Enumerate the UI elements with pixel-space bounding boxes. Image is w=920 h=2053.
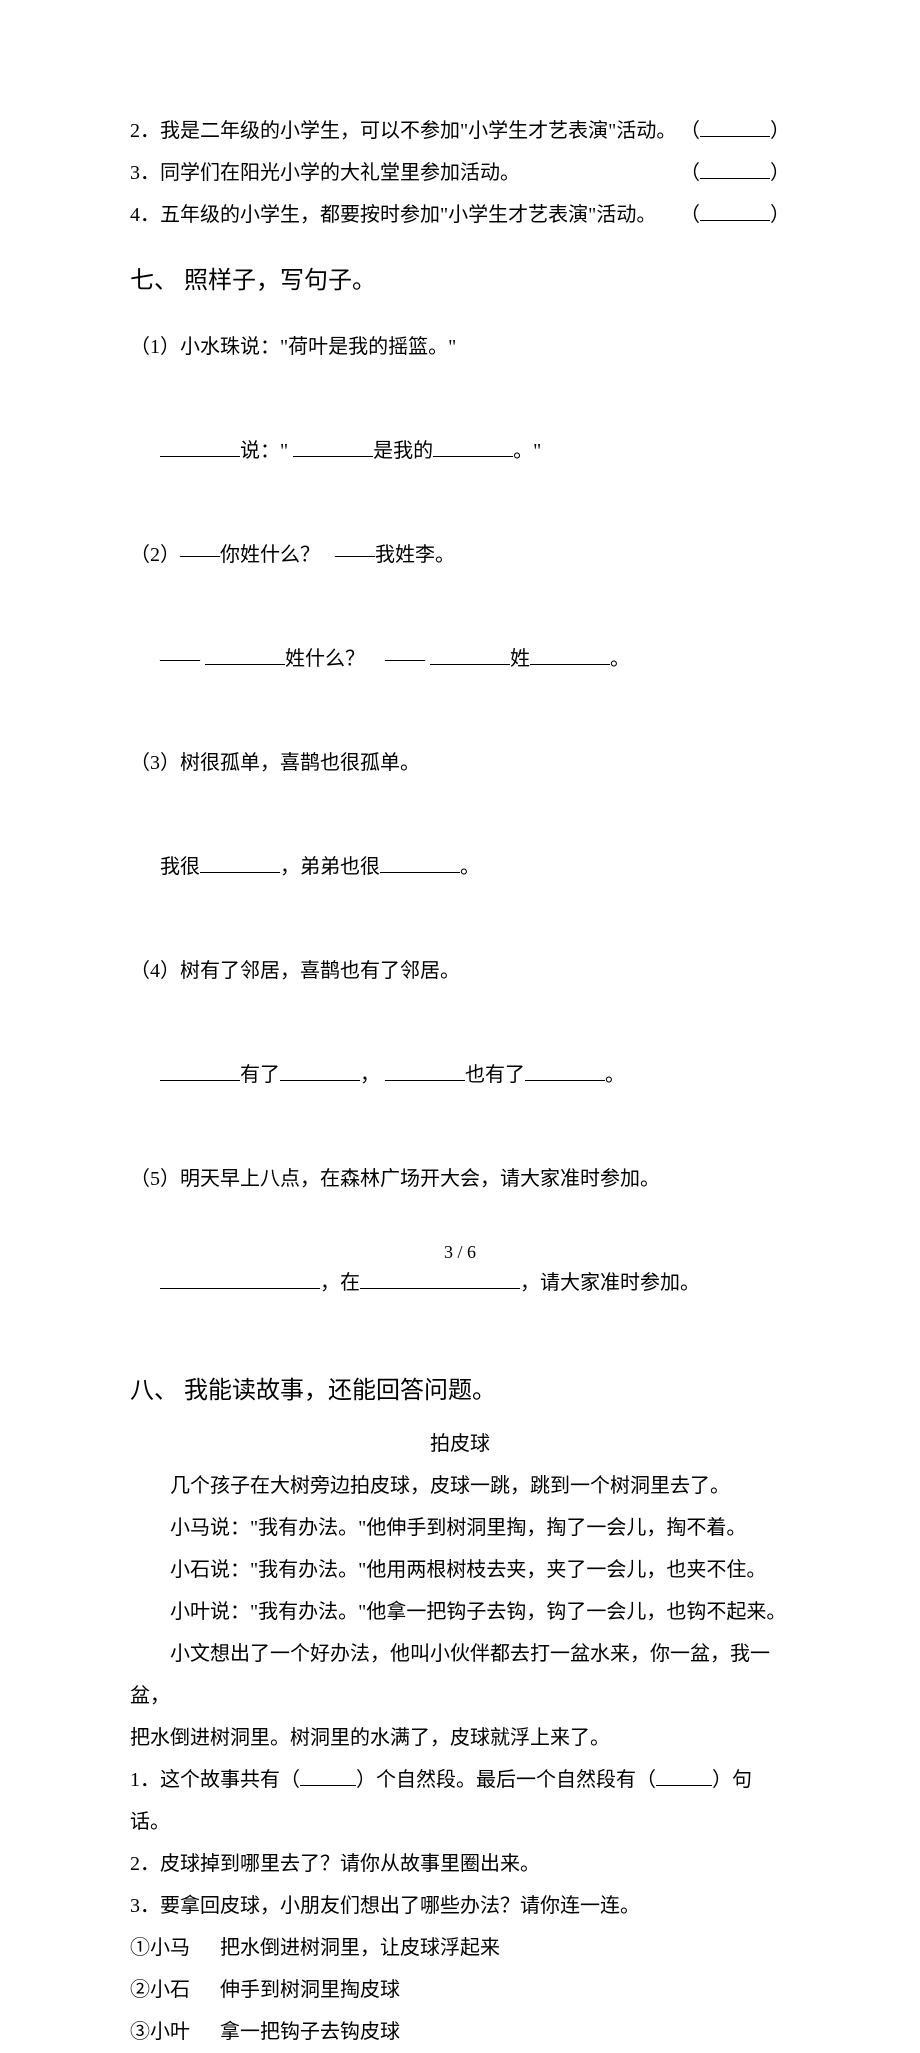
q7-item-2-answer: —— 姓什么？ —— 姓。	[130, 596, 790, 722]
answer-blank[interactable]	[293, 436, 373, 457]
answer-blank[interactable]	[700, 158, 770, 179]
document-page: 2．我是二年级的小学生，可以不参加"小学生才艺表演"活动。 （） 3．同学们在阳…	[0, 0, 920, 1302]
answer-blank[interactable]	[433, 436, 513, 457]
answer-blank[interactable]	[300, 1765, 356, 1786]
true-false-block: 2．我是二年级的小学生，可以不参加"小学生才艺表演"活动。 （） 3．同学们在阳…	[130, 110, 790, 236]
answer-blank[interactable]	[160, 436, 240, 457]
story-p2: 小马说："我有办法。"他伸手到树洞里掏，掏了一会儿，掏不着。	[130, 1507, 790, 1549]
tf-blank-paren: （）	[680, 194, 790, 236]
q7-item-2-model: （2）——你姓什么？ ——我姓李。	[130, 534, 790, 576]
q7-item-1-answer: 说：" 是我的。"	[130, 388, 790, 514]
story-title: 拍皮球	[130, 1423, 790, 1465]
answer-blank[interactable]	[700, 116, 770, 137]
page-number: 3 / 6	[0, 1234, 920, 1272]
match-name: ③小叶	[130, 2011, 220, 2053]
qa-3: 3．要拿回皮球，小朋友们想出了哪些办法？请你连一连。	[130, 1885, 790, 1927]
match-text: 拿一把钩子去钩皮球	[220, 2011, 400, 2053]
match-row-1: ①小马 把水倒进树洞里，让皮球浮起来	[130, 1927, 790, 1969]
story-body: 几个孩子在大树旁边拍皮球，皮球一跳，跳到一个树洞里去了。 小马说："我有办法。"…	[130, 1465, 790, 1759]
qa-2: 2．皮球掉到哪里去了？请你从故事里圈出来。	[130, 1843, 790, 1885]
match-name: ②小石	[130, 1969, 220, 2011]
answer-blank[interactable]	[430, 644, 510, 665]
section-8-title: 八、 我能读故事，还能回答问题。	[130, 1366, 790, 1416]
tf-text: 我是二年级的小学生，可以不参加"小学生才艺表演"活动。	[160, 120, 676, 142]
answer-blank[interactable]	[200, 852, 280, 873]
qa-block: 1．这个故事共有（）个自然段。最后一个自然段有（）句话。 2．皮球掉到哪里去了？…	[130, 1759, 790, 2053]
match-row-3: ③小叶 拿一把钩子去钩皮球	[130, 2011, 790, 2053]
answer-blank[interactable]	[385, 1060, 465, 1081]
match-text: 伸手到树洞里掏皮球	[220, 1969, 400, 2011]
answer-blank[interactable]	[380, 852, 460, 873]
answer-blank[interactable]	[160, 1060, 240, 1081]
tf-text: 同学们在阳光小学的大礼堂里参加活动。	[160, 162, 520, 184]
answer-blank[interactable]	[525, 1060, 605, 1081]
tf-item-2: 2．我是二年级的小学生，可以不参加"小学生才艺表演"活动。 （）	[130, 110, 790, 152]
tf-item-4: 4．五年级的小学生，都要按时参加"小学生才艺表演"活动。 （）	[130, 194, 790, 236]
tf-blank-paren: （）	[680, 110, 790, 152]
answer-blank[interactable]	[700, 200, 770, 221]
story-p1: 几个孩子在大树旁边拍皮球，皮球一跳，跳到一个树洞里去了。	[130, 1465, 790, 1507]
tf-num: 3	[130, 162, 140, 184]
tf-item-3: 3．同学们在阳光小学的大礼堂里参加活动。 （）	[130, 152, 790, 194]
match-name: ①小马	[130, 1927, 220, 1969]
answer-blank[interactable]	[656, 1765, 712, 1786]
answer-blank[interactable]	[530, 644, 610, 665]
q7-item-5-model: （5）明天早上八点，在森林广场开大会，请大家准时参加。	[130, 1158, 790, 1200]
q7-item-4-answer: 有了， 也有了。	[130, 1012, 790, 1138]
qa-1: 1．这个故事共有（）个自然段。最后一个自然段有（）句话。	[130, 1759, 790, 1843]
match-row-2: ②小石 伸手到树洞里掏皮球	[130, 1969, 790, 2011]
section-7-title: 七、 照样子，写句子。	[130, 256, 790, 306]
story-p4: 小叶说："我有办法。"他拿一把钩子去钩，钩了一会儿，也钩不起来。	[130, 1591, 790, 1633]
tf-blank-paren: （）	[680, 152, 790, 194]
q7-item-3-model: （3）树很孤单，喜鹊也很孤单。	[130, 742, 790, 784]
q7-item-4-model: （4）树有了邻居，喜鹊也有了邻居。	[130, 950, 790, 992]
story-p3: 小石说："我有办法。"他用两根树枝去夹，夹了一会儿，也夹不住。	[130, 1549, 790, 1591]
answer-blank[interactable]	[280, 1060, 360, 1081]
story-p5b: 把水倒进树洞里。树洞里的水满了，皮球就浮上来了。	[130, 1717, 790, 1759]
tf-num: 2	[130, 120, 140, 142]
tf-num: 4	[130, 204, 140, 226]
story-p5a: 小文想出了一个好办法，他叫小伙伴都去打一盆水来，你一盆，我一盆，	[130, 1633, 790, 1717]
q7-item-1-model: （1）小水珠说："荷叶是我的摇篮。"	[130, 326, 790, 368]
q7-item-3-answer: 我很，弟弟也很。	[130, 804, 790, 930]
match-text: 把水倒进树洞里，让皮球浮起来	[220, 1927, 500, 1969]
tf-text: 五年级的小学生，都要按时参加"小学生才艺表演"活动。	[160, 204, 656, 226]
answer-blank[interactable]	[205, 644, 285, 665]
q7-block: （1）小水珠说："荷叶是我的摇篮。" 说：" 是我的。" （2）——你姓什么？ …	[130, 326, 790, 1346]
